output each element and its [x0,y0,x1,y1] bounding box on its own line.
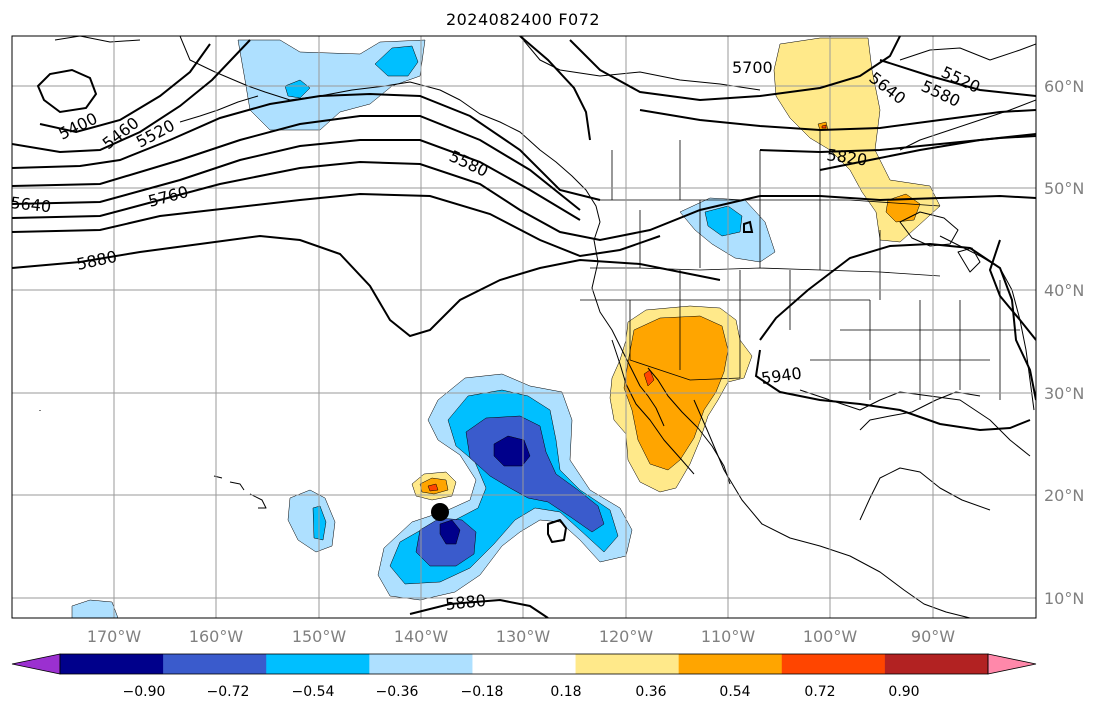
map-border [11,35,1037,619]
shade-pos-strong [643,369,655,387]
colorbar-extend-max [987,653,1037,675]
contour-5760 [12,192,661,258]
colorbar-segment [575,654,680,674]
contour-5940 [759,242,1036,401]
colorbar-segment [60,654,164,674]
contour-5400-outer [39,43,211,134]
longitude-labels: 170°W 160°W 150°W 140°W 130°W 120°W 110°… [87,627,955,646]
contour-label: 5880 [444,591,486,614]
graticule [12,36,1036,618]
colorbar-segment [678,654,783,674]
colorbar-segment [884,654,989,674]
contour-ne-5 [879,59,1036,97]
contour-ne-2 [569,36,901,102]
contour-east-trough [988,239,1036,341]
shade-pos-mid [885,193,921,223]
colorbar-tick-label: −0.18 [461,684,504,700]
colorbar-segment [163,654,267,674]
colorbar-tick-label: −0.72 [207,684,250,700]
shade-neg-light [71,599,119,618]
lon-label: 170°W [87,627,142,646]
colorbar-extend-min [11,653,61,675]
lon-label: 100°W [803,627,858,646]
colorbar-segment [266,654,370,674]
contour-5460 [12,39,251,154]
political-borders [580,130,1020,400]
colorbar-segment [369,654,473,674]
shade-neg-max [439,519,461,545]
lon-label: 90°W [911,627,955,646]
colorbar-tick-label: −0.36 [376,684,419,700]
contour-ne-1 [519,36,591,141]
shade-pos-strong [821,124,827,129]
contour-ne-3 [639,109,1036,132]
contour-5520 [12,92,601,201]
lon-label: 140°W [394,627,449,646]
contour-5880-south [409,598,549,618]
colorbar-tick-label: −0.54 [292,684,335,700]
lon-label: 130°W [496,627,551,646]
lat-label: 20°N [1044,486,1084,505]
lat-label: 40°N [1044,281,1084,300]
contour-5940-loop [754,349,1031,432]
lat-label: 60°N [1044,77,1084,96]
contour-5880 [12,234,721,338]
lat-label: 10°N [1044,589,1084,608]
contour-5700 [12,160,1036,242]
colorbar-tick-label: −0.90 [123,684,166,700]
lon-label: 120°W [599,627,654,646]
colorbar-tick-label: 0.18 [550,684,581,700]
map-title: 2024082400 F072 [445,10,601,29]
lon-label: 160°W [189,627,244,646]
contour-small-loop [743,220,754,233]
colorbar: −0.90 −0.72 −0.54 −0.36 −0.18 0.18 0.36 … [11,653,1037,700]
contour-5400 [36,68,98,114]
lat-label: 30°N [1044,384,1084,403]
colorbar-tick-label: 0.72 [804,684,835,700]
shade-neg-mid [284,79,311,99]
lat-label: 50°N [1044,179,1084,198]
storm-center-marker [431,503,449,521]
height-contours [12,36,1036,618]
contour-5820 [819,133,1036,171]
shade-pos-strong [427,483,439,492]
colorbar-tick-label: 0.54 [719,684,750,700]
contour-5640 [12,139,581,221]
contour-label: 5640 [10,193,52,216]
latitude-labels: 60°N 50°N 40°N 30°N 20°N 10°N [1044,77,1084,608]
colorbar-tick-label: 0.90 [888,684,919,700]
colorbar-tick-label: 0.36 [635,684,666,700]
lon-label: 150°W [292,627,347,646]
colorbar-segment [472,654,577,674]
colorbar-segment [781,654,886,674]
shade-neg-max [493,435,531,467]
lon-label: 110°W [701,627,756,646]
contour-5580 [12,115,581,211]
shade-neg-mid [374,45,419,77]
colorbar-outline [59,653,989,675]
contour-label: 5700 [732,58,773,77]
